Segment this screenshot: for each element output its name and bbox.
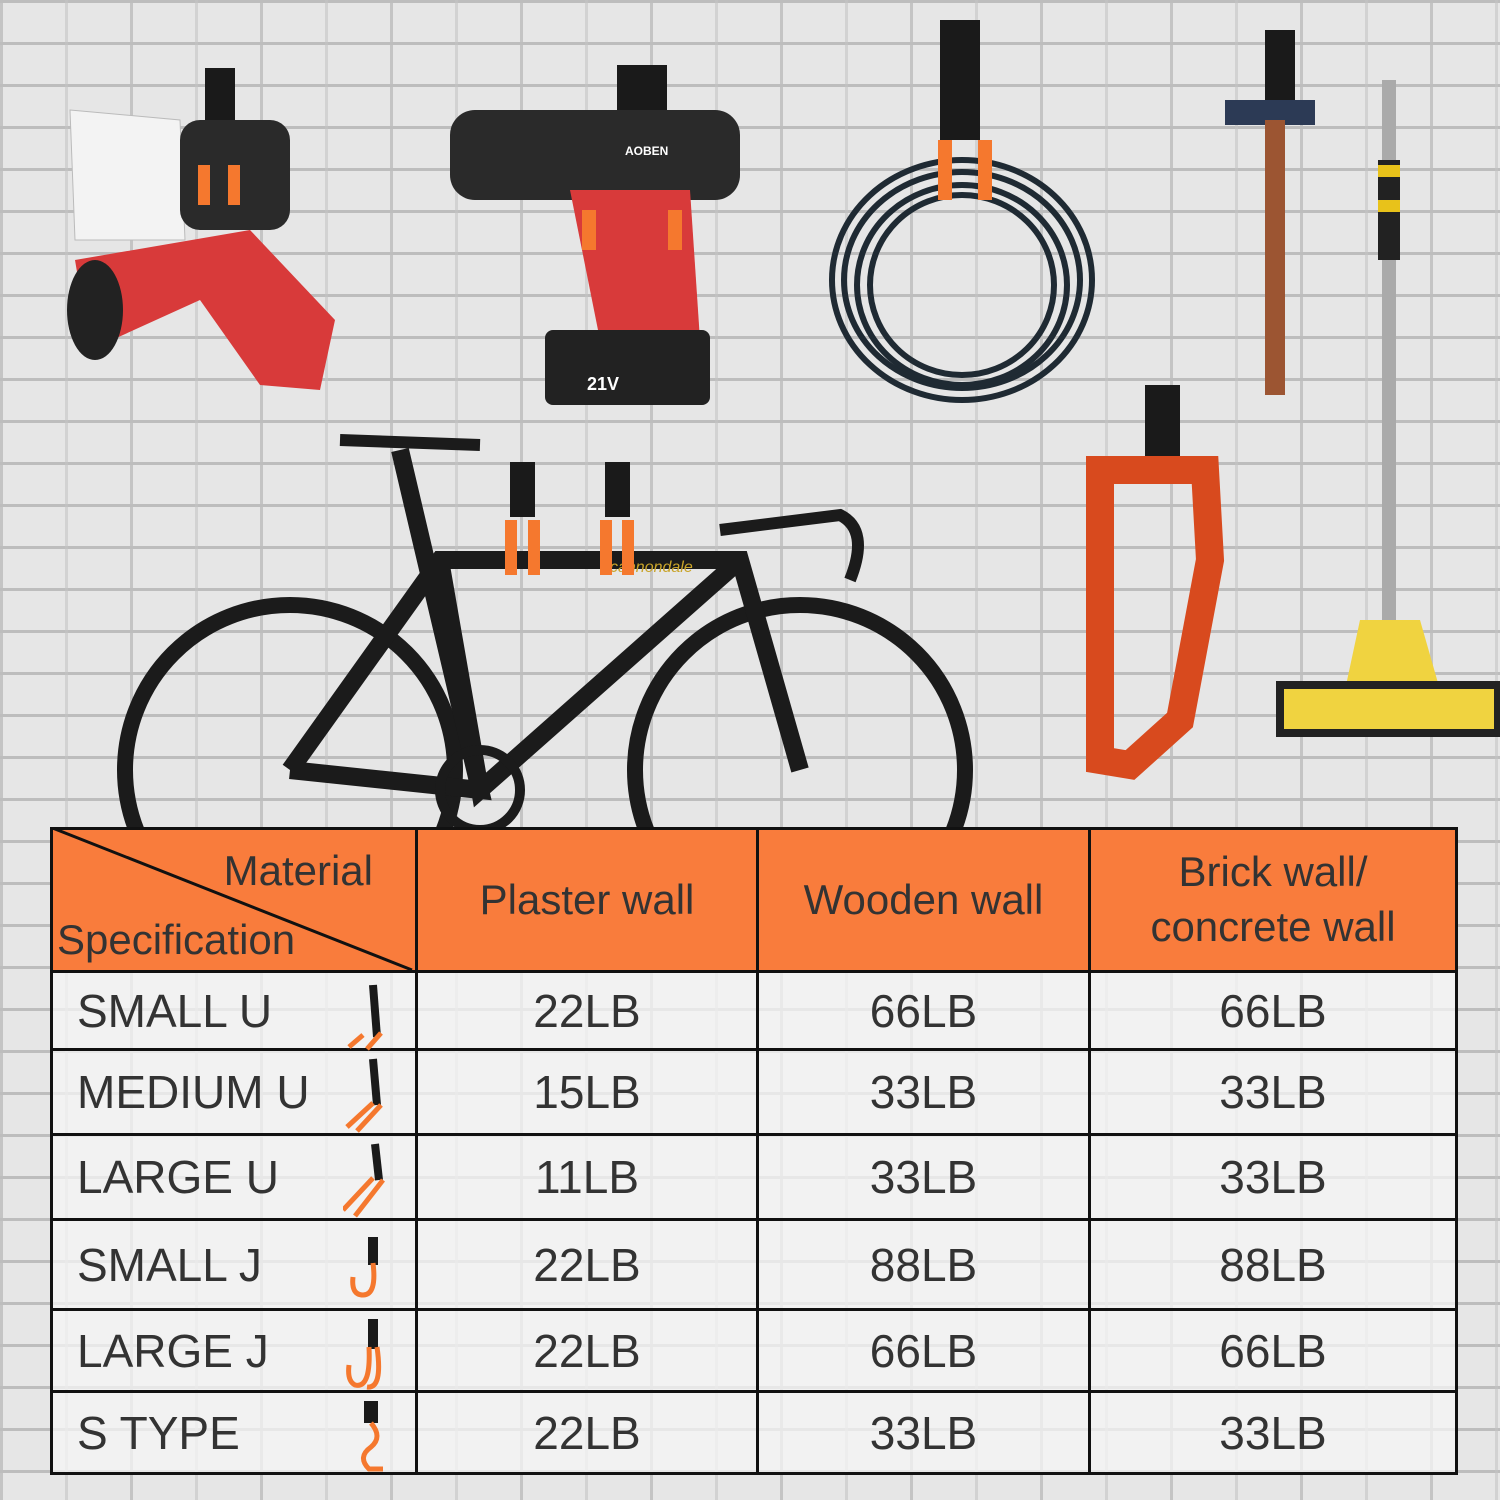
spec-label: S TYPE — [77, 1406, 240, 1459]
spec-cell: SMALL J — [50, 1218, 418, 1311]
drill-brand: AOBEN — [625, 144, 668, 158]
header-text: Plaster wall — [479, 875, 695, 923]
medium-u-hook-icon — [345, 1058, 383, 1133]
corner-header: Material Specification — [50, 827, 418, 973]
load-value-cell: 66LB — [756, 970, 1091, 1051]
table-row: LARGE J 22LB 66LB 66LB — [50, 1308, 1458, 1393]
load-capacity-table: Material Specification Plaster wall Wood… — [50, 827, 1458, 1475]
load-value-cell: 11LB — [415, 1133, 759, 1221]
table-row: S TYPE 22LB 33LB 33LB — [50, 1390, 1458, 1475]
specification-label: Specification — [57, 916, 296, 964]
mop — [1276, 80, 1500, 737]
small-j-hook-icon — [350, 1237, 378, 1298]
table-row: LARGE U 11LB 33LB 33LB — [50, 1133, 1458, 1221]
cordless-drill: 21V AOBEN — [450, 65, 740, 405]
load-value-cell: 22LB — [415, 970, 759, 1051]
load-value-cell: 33LB — [1088, 1133, 1458, 1221]
load-value-cell: 66LB — [1088, 970, 1458, 1051]
spec-label: SMALL U — [77, 984, 273, 1037]
header-text: Wooden wall — [803, 875, 1044, 923]
spec-cell: MEDIUM U — [50, 1048, 418, 1136]
table-row: MEDIUM U 15LB 33LB 33LB — [50, 1048, 1458, 1136]
load-value-cell: 33LB — [756, 1390, 1091, 1475]
load-value-cell: 22LB — [415, 1218, 759, 1311]
table-row: SMALL U 22LB 66LB 66LB — [50, 970, 1458, 1051]
air-hose-coil — [829, 20, 1095, 403]
small-u-hook-icon — [347, 984, 383, 1051]
spec-cell: SMALL U — [50, 970, 418, 1051]
load-value-cell: 33LB — [1088, 1390, 1458, 1475]
header-text: concrete wall — [1150, 903, 1396, 950]
spec-label: MEDIUM U — [77, 1066, 310, 1118]
column-header-plaster: Plaster wall — [415, 827, 759, 973]
load-value-cell: 22LB — [415, 1308, 759, 1393]
spec-label: LARGE U — [77, 1151, 279, 1203]
load-value-cell: 33LB — [756, 1048, 1091, 1136]
road-bike: cannondale — [117, 434, 973, 830]
column-header-wooden: Wooden wall — [756, 827, 1091, 973]
header-row: Material Specification Plaster wall Wood… — [50, 827, 1458, 973]
load-value-cell: 66LB — [756, 1308, 1091, 1393]
spec-cell: LARGE U — [50, 1133, 418, 1221]
paint-sprayer — [67, 68, 335, 390]
table-row: SMALL J 22LB 88LB 88LB — [50, 1218, 1458, 1311]
load-value-cell: 33LB — [1088, 1048, 1458, 1136]
load-value-cell: 66LB — [1088, 1308, 1458, 1393]
load-value-cell: 22LB — [415, 1390, 759, 1475]
load-value-cell: 15LB — [415, 1048, 759, 1136]
load-value-cell: 88LB — [756, 1218, 1091, 1311]
spec-cell: S TYPE — [50, 1390, 418, 1475]
load-value-cell: 33LB — [756, 1133, 1091, 1221]
large-j-hook-icon — [346, 1319, 382, 1390]
spec-cell: LARGE J — [50, 1308, 418, 1393]
hacksaw — [1086, 385, 1225, 780]
material-label: Material — [223, 847, 373, 894]
spec-label: LARGE J — [77, 1324, 269, 1377]
bike-hooks — [505, 462, 634, 575]
s-type-hook-icon — [361, 1401, 383, 1472]
header-text: Brick wall/ — [1178, 848, 1368, 896]
tools-on-wall-illustration: 21V AOBEN cannondale — [67, 20, 1500, 830]
hammer — [1225, 30, 1315, 395]
spec-label: SMALL J — [77, 1238, 262, 1291]
column-header-brick: Brick wall/concrete wall — [1088, 827, 1458, 973]
large-u-hook-icon — [343, 1143, 385, 1218]
battery-label: 21V — [587, 374, 619, 394]
load-value-cell: 88LB — [1088, 1218, 1458, 1311]
